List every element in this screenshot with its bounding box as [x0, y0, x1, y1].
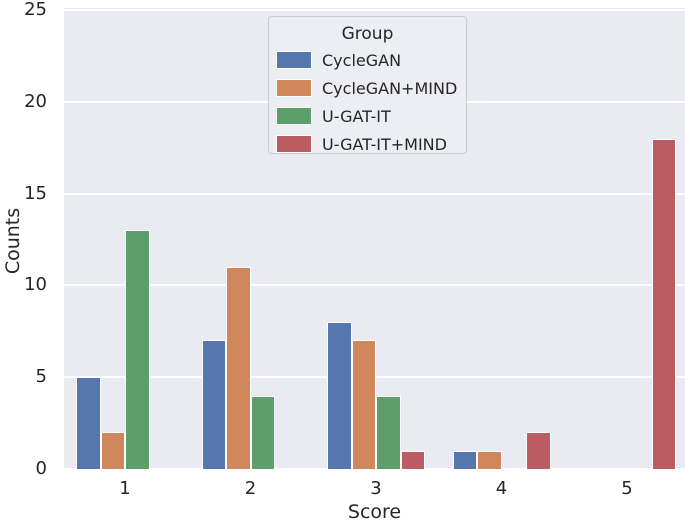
gridline — [64, 284, 685, 287]
bar-u-gat-it-score-3 — [376, 395, 401, 469]
x-tick-label: 4 — [495, 478, 508, 499]
legend-entry: CycleGAN+MIND — [269, 74, 466, 102]
x-tick-label: 1 — [119, 478, 131, 499]
bar-u-gat-it-mind-score-4 — [526, 432, 551, 469]
legend-entry: CycleGAN — [269, 46, 466, 74]
bar-cyclegan-mind-score-2 — [226, 267, 251, 469]
legend-label: U-GAT-IT — [322, 106, 391, 126]
bar-u-gat-it-mind-score-3 — [400, 450, 425, 469]
bar-cyclegan-score-1 — [76, 377, 101, 469]
y-tick-label: 25 — [24, 0, 47, 20]
x-axis-label: Score — [347, 501, 402, 523]
bar-cyclegan-mind-score-1 — [100, 432, 125, 469]
legend: Group CycleGAN CycleGAN+MIND U-GAT-IT U-… — [268, 16, 467, 154]
gridline — [64, 9, 685, 11]
gridline — [64, 468, 685, 470]
bar-cyclegan-score-4 — [452, 450, 477, 469]
legend-swatch-ugatit-mind — [276, 135, 312, 153]
legend-title: Group — [341, 24, 394, 44]
legend-label: CycleGAN — [322, 50, 402, 70]
y-tick-label: 0 — [35, 458, 47, 479]
bar-cyclegan-mind-score-3 — [351, 340, 376, 469]
x-tick-label: 3 — [370, 478, 382, 499]
legend-entry: U-GAT-IT — [269, 102, 466, 130]
gridline — [64, 192, 685, 195]
x-tick-label: 2 — [244, 478, 257, 499]
bar-u-gat-it-score-1 — [125, 230, 150, 469]
bar-cyclegan-score-3 — [327, 322, 352, 469]
legend-swatch-cyclegan-mind — [276, 79, 312, 97]
legend-swatch-ugatit — [276, 107, 312, 125]
y-tick-label: 20 — [24, 90, 47, 112]
bar-u-gat-it-score-2 — [250, 395, 275, 469]
bar-u-gat-it-mind-score-5 — [651, 138, 676, 469]
legend-label: CycleGAN+MIND — [322, 78, 458, 98]
x-tick-label: 5 — [621, 478, 633, 499]
legend-swatch-cyclegan — [276, 51, 312, 69]
legend-entry: U-GAT-IT+MIND — [269, 130, 466, 158]
y-tick-label: 10 — [24, 274, 47, 296]
bar-cyclegan-mind-score-4 — [477, 450, 502, 469]
y-tick-label: 5 — [35, 366, 47, 388]
bar-cyclegan-score-2 — [201, 340, 226, 469]
legend-label: U-GAT-IT+MIND — [322, 134, 447, 154]
y-tick-label: 15 — [24, 182, 47, 204]
